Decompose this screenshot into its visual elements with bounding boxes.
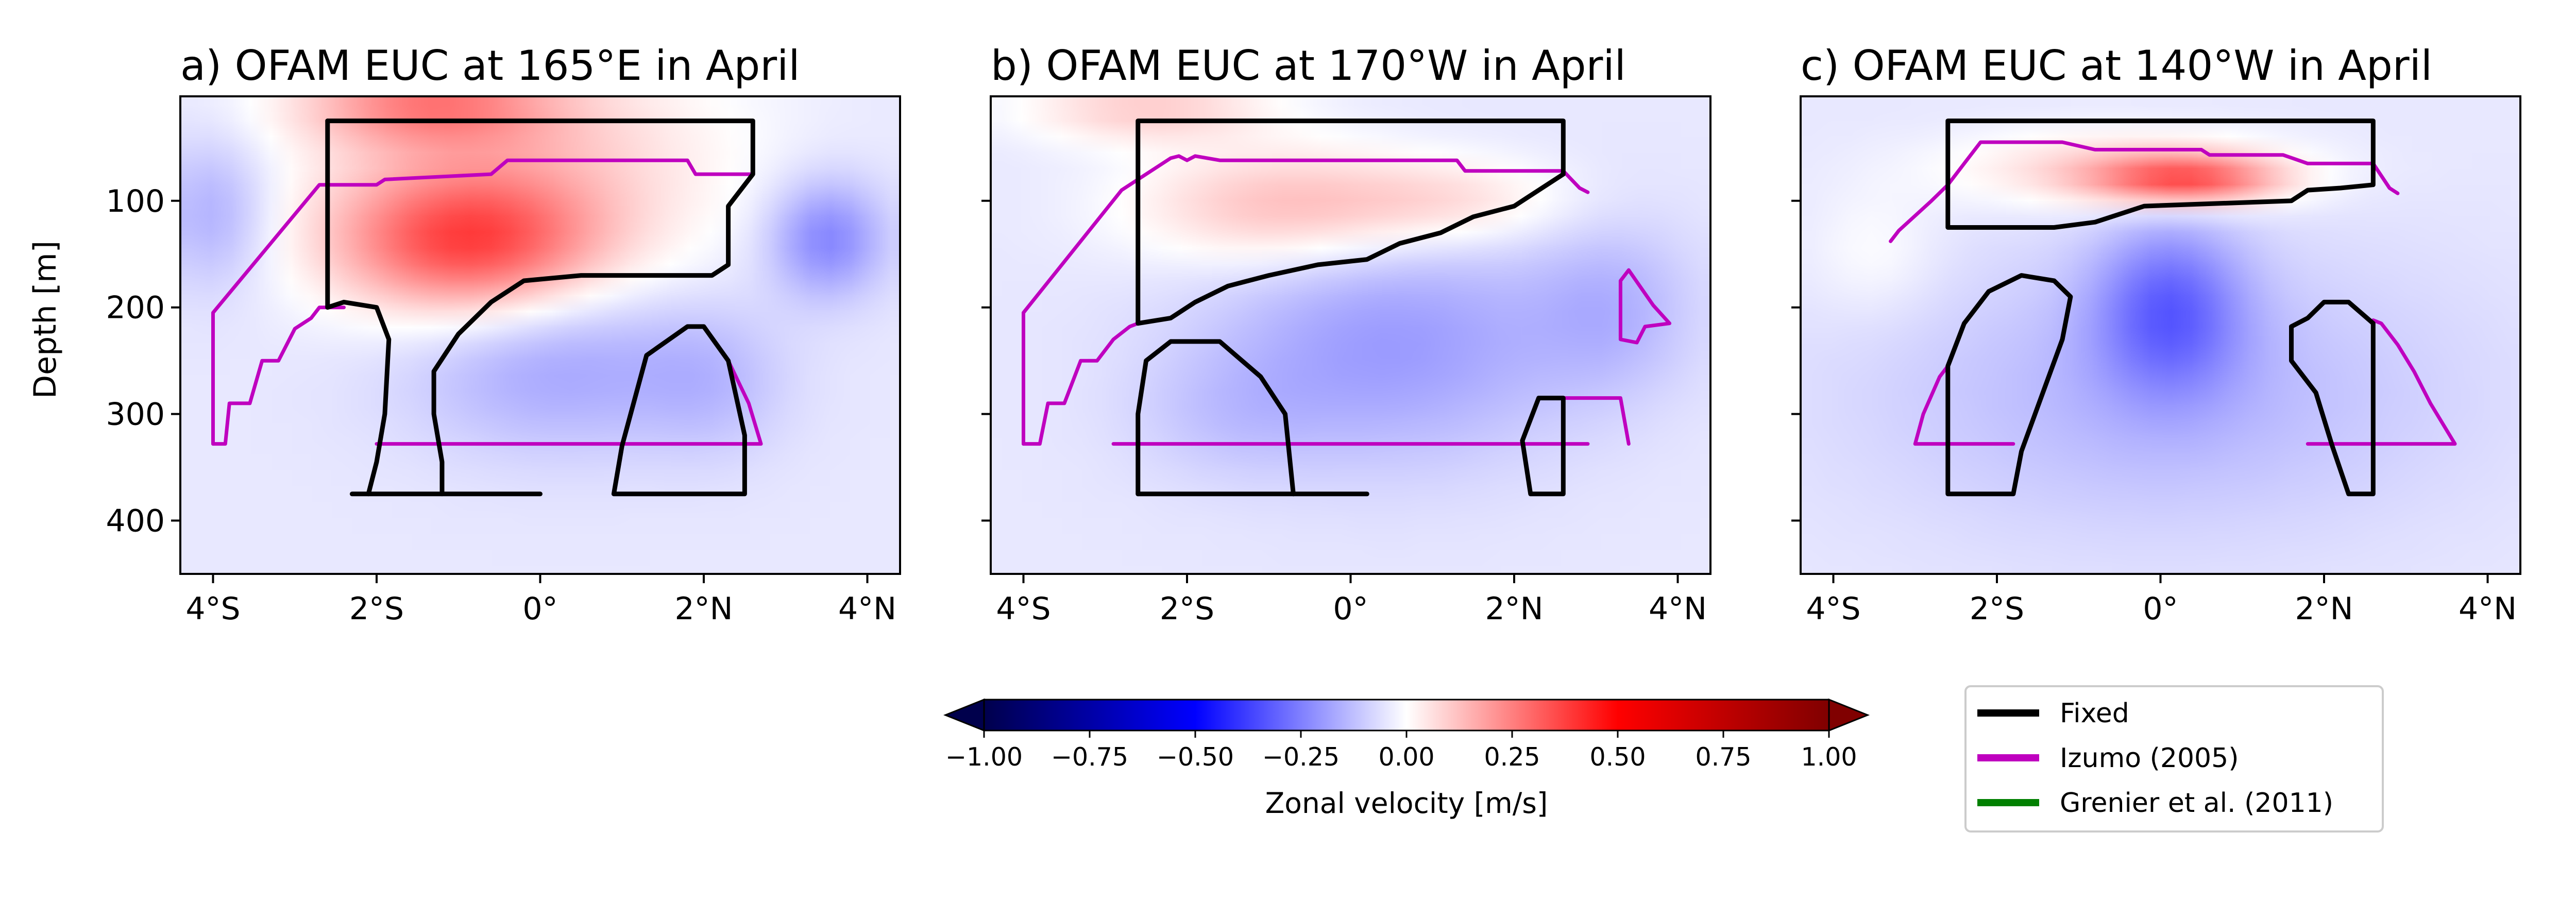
izumo-contour-1 xyxy=(211,158,755,446)
fixed-contour-2 xyxy=(1945,273,2073,497)
fixed-contour-5 xyxy=(1520,396,1566,497)
x-tick-label: 4°N xyxy=(838,591,896,627)
x-tick-label: 4°S xyxy=(185,591,240,627)
x-tick-label: 2°S xyxy=(1970,591,2024,627)
panel-2: b) OFAM EUC at 170°W in April 4°S 2°S 0° 2°N… xyxy=(981,42,1711,627)
colorbar-tick-label: 0.50 xyxy=(1589,742,1646,772)
izumo-contour-4 xyxy=(2306,318,2457,446)
x-tick-label: 2°N xyxy=(2295,591,2353,627)
colorbar-gradient xyxy=(983,699,1830,732)
x-tick-label: 4°S xyxy=(996,591,1050,627)
legend-label-izumo: Izumo (2005) xyxy=(2060,743,2239,774)
panels: a) OFAM EUC at 165°E in April 4°S 2°S 0° 2°N… xyxy=(27,42,2521,627)
legend-frame xyxy=(1964,685,2384,833)
legend-label-fixed: Fixed xyxy=(2060,698,2129,729)
y-tick-label: 400 xyxy=(106,503,165,539)
x-tick-label: 4°S xyxy=(1806,591,1860,627)
izumo-contour-4 xyxy=(1561,396,1631,446)
colorbar-tick-label: 0.25 xyxy=(1484,742,1540,772)
izumo-contour-1 xyxy=(1889,140,2400,243)
x-tick-label: 0° xyxy=(522,591,557,627)
fixed-contour-3 xyxy=(2289,299,2376,497)
x-tick-label: 4°N xyxy=(2459,591,2517,627)
fixed-contour-2 xyxy=(325,118,392,497)
fixed-contour-4 xyxy=(611,324,747,497)
izumo-contour-5 xyxy=(1618,268,1672,345)
x-tick-label: 2°S xyxy=(349,591,404,627)
colorbar-extend-high xyxy=(1828,698,1870,732)
panel-title: c) OFAM EUC at 140°W in April xyxy=(1801,42,2432,90)
heatmap-field xyxy=(180,96,900,574)
heatmap-field xyxy=(991,96,1710,574)
colorbar-tick-label: 1.00 xyxy=(1801,742,1857,772)
fixed-contour-1 xyxy=(1945,118,2376,230)
fixed-contour-2 xyxy=(1136,339,1296,497)
panel-title: b) OFAM EUC at 170°W in April xyxy=(991,42,1626,90)
colorbar-tick-label: −0.50 xyxy=(1157,742,1234,772)
colorbar-tick-label: −1.00 xyxy=(945,742,1023,772)
x-tick-label: 2°S xyxy=(1160,591,1214,627)
izumo-contour-3 xyxy=(375,359,763,446)
legend: Fixed Izumo (2005) Grenier et al. (2011) xyxy=(1964,685,2384,833)
colorbar-label: Zonal velocity [m/s] xyxy=(1265,787,1548,820)
izumo-contour-3 xyxy=(1913,364,1950,446)
izumo-contour-2 xyxy=(211,305,346,446)
heatmap-field xyxy=(1801,96,2520,574)
y-axis-label: Depth [m] xyxy=(27,241,63,399)
panel-title: a) OFAM EUC at 165°E in April xyxy=(180,42,800,90)
fixed-contour-1 xyxy=(325,118,755,497)
panel-1: a) OFAM EUC at 165°E in April 4°S 2°S 0° 2°N… xyxy=(27,42,901,627)
x-tick-label: 4°N xyxy=(1649,591,1707,627)
colorbar: −1.00 −0.75 −0.50 −0.25 0.00 0.25 0.50 0.75 1.00… xyxy=(943,698,1870,820)
colorbar-tick-label: 0.00 xyxy=(1378,742,1434,772)
y-tick-label: 300 xyxy=(106,397,165,433)
x-tick-label: 2°N xyxy=(1485,591,1543,627)
x-tick-label: 2°N xyxy=(674,591,733,627)
colorbar-ticks: −1.00 −0.75 −0.50 −0.25 0.00 0.25 0.50 0.75 1.00 xyxy=(945,731,1857,772)
panel-3: c) OFAM EUC at 140°W in April 4°S 2°S 0° 2°N… xyxy=(1791,42,2521,627)
legend-label-grenier: Grenier et al. (2011) xyxy=(2060,788,2333,819)
colorbar-extend-low xyxy=(943,698,985,732)
x-tick-label: 0° xyxy=(2143,591,2178,627)
colorbar-tick-label: 0.75 xyxy=(1695,742,1751,772)
colorbar-tick-label: −0.25 xyxy=(1262,742,1340,772)
x-tick-label: 0° xyxy=(1333,591,1368,627)
fixed-contour-1 xyxy=(1136,118,1566,326)
colorbar-tick-label: −0.75 xyxy=(1051,742,1128,772)
y-tick-label: 100 xyxy=(106,183,165,219)
y-tick-label: 200 xyxy=(106,290,165,326)
izumo-contour-2 xyxy=(1022,321,1140,446)
